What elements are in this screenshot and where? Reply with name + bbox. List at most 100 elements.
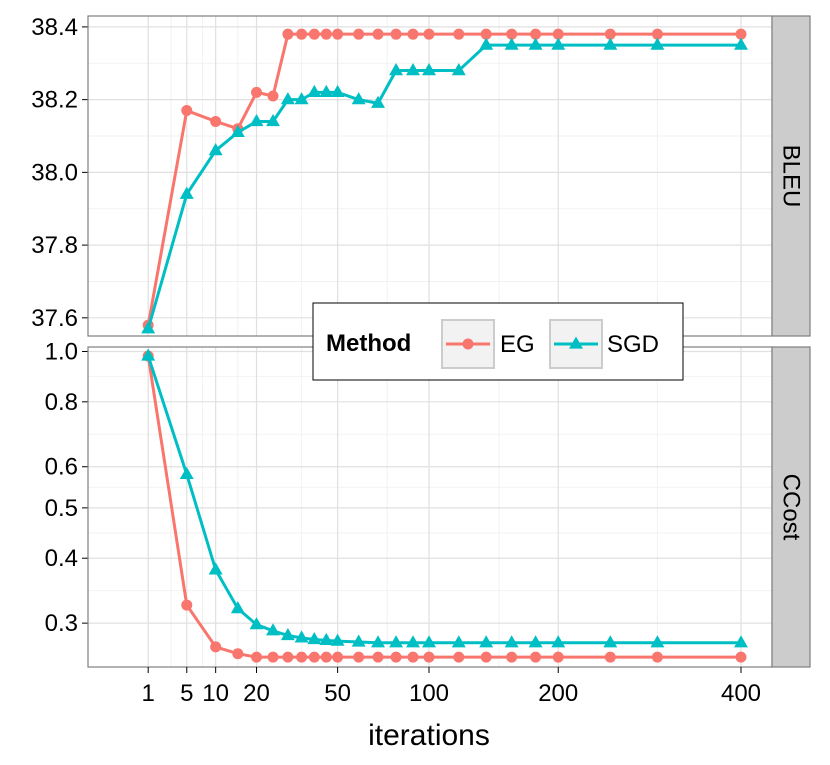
data-point — [179, 186, 194, 199]
data-point — [179, 466, 194, 480]
data-point — [294, 92, 309, 105]
data-point — [551, 635, 566, 648]
legend-item-eg: EG — [441, 319, 535, 369]
data-point — [351, 634, 366, 647]
data-point — [389, 635, 404, 648]
data-point — [406, 63, 420, 76]
data-point — [479, 635, 494, 648]
data-point — [651, 28, 663, 40]
data-point — [282, 28, 294, 40]
data-point — [423, 28, 435, 40]
data-point — [294, 630, 309, 643]
data-point — [353, 651, 365, 663]
data-point — [208, 143, 223, 156]
y-tick-label: 1.0 — [45, 338, 78, 365]
legend-key-marker — [462, 338, 474, 350]
data-point — [296, 28, 308, 40]
x-tick-label: 20 — [243, 680, 270, 707]
data-point — [210, 115, 222, 127]
data-point — [319, 632, 334, 645]
data-point — [353, 28, 365, 40]
data-point — [280, 92, 295, 105]
y-tick-label: 0.4 — [45, 545, 78, 572]
data-point — [351, 92, 366, 105]
data-point — [423, 651, 435, 663]
legend-label-sgd: SGD — [607, 331, 659, 358]
data-point — [332, 28, 344, 40]
series-eg — [142, 350, 747, 663]
data-point — [407, 651, 419, 663]
x-tick-label: 5 — [180, 680, 193, 707]
data-point — [406, 635, 420, 648]
data-point — [308, 28, 320, 40]
data-point — [528, 37, 543, 50]
x-tick-label: 10 — [202, 680, 229, 707]
data-point — [372, 28, 384, 40]
data-point — [308, 651, 320, 663]
data-point — [552, 28, 564, 40]
data-point — [735, 651, 747, 663]
data-point — [230, 124, 245, 138]
y-tick-label: 0.6 — [45, 454, 78, 481]
data-point — [181, 105, 193, 117]
strip-label-bleu: BLEU — [778, 145, 805, 208]
data-point — [389, 63, 404, 76]
data-point — [530, 651, 542, 663]
data-point — [230, 601, 245, 614]
y-tick-label: 38.2 — [31, 87, 78, 114]
data-point — [307, 632, 322, 645]
x-tick-label: 1 — [142, 680, 155, 707]
plot-background — [88, 16, 772, 336]
x-tick-label: 50 — [324, 680, 351, 707]
data-point — [181, 599, 193, 611]
data-point — [735, 28, 747, 40]
legend-label-eg: EG — [500, 331, 535, 358]
x-tick-label: 400 — [721, 680, 761, 707]
plot-background — [88, 347, 772, 667]
y-tick-label: 0.8 — [45, 389, 78, 416]
data-point — [453, 651, 465, 663]
series-sgd — [141, 348, 748, 648]
x-tick-label: 100 — [409, 680, 449, 707]
data-point — [390, 28, 402, 40]
data-point — [734, 37, 748, 50]
strip-label-ccost: CCost — [778, 474, 805, 541]
data-point — [651, 651, 663, 663]
data-point — [422, 635, 436, 648]
data-point — [251, 651, 263, 663]
panel-ccost: 0.3 0.4 0.5 0.6 0.8 1.0 CCost — [45, 338, 811, 668]
data-point — [249, 113, 264, 127]
legend-title: Method — [326, 330, 411, 357]
data-point — [249, 617, 264, 630]
legend-key-marker — [569, 336, 583, 349]
data-point — [330, 633, 345, 646]
strip-background — [771, 346, 811, 668]
data-point — [307, 84, 322, 98]
data-point — [372, 651, 384, 663]
legend: Method EG SGD — [312, 302, 684, 381]
data-point — [266, 113, 280, 127]
data-point — [453, 28, 465, 40]
data-point — [650, 37, 665, 50]
data-point — [504, 635, 519, 648]
data-point — [504, 37, 519, 50]
data-point — [320, 651, 332, 663]
data-point — [650, 635, 665, 648]
data-point — [551, 37, 566, 50]
data-point — [603, 37, 618, 50]
data-point — [506, 651, 518, 663]
data-point — [330, 84, 345, 98]
x-tick-label: 200 — [538, 680, 578, 707]
x-axis: 1 5 10 20 50 100 200 400 — [142, 667, 761, 707]
data-point — [480, 28, 492, 40]
data-point — [208, 562, 223, 575]
data-point — [530, 28, 542, 40]
data-point — [267, 90, 279, 102]
data-point — [266, 623, 280, 636]
y-tick-label: 0.3 — [45, 610, 78, 637]
y-tick-label: 37.8 — [31, 232, 78, 259]
data-point — [604, 651, 616, 663]
data-point — [604, 28, 616, 40]
data-point — [280, 628, 295, 641]
